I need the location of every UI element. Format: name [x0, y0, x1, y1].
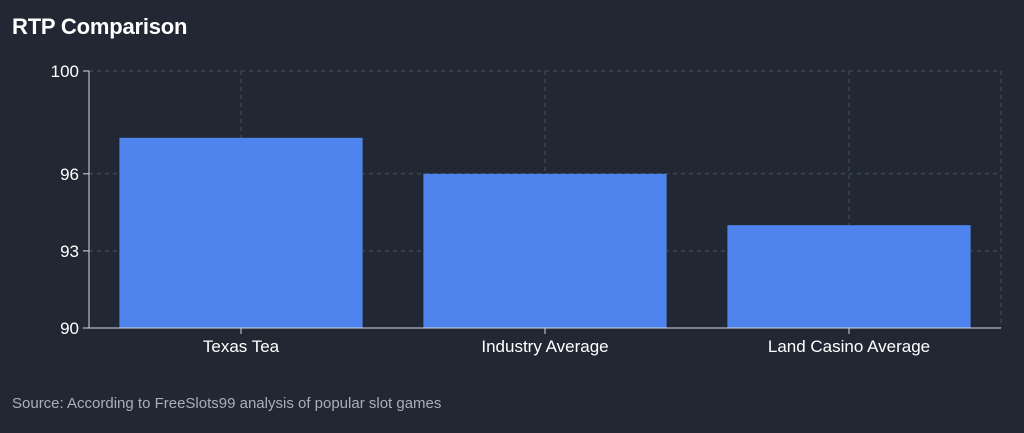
x-tick-label: Industry Average	[481, 337, 608, 356]
y-tick-label: 100	[51, 62, 79, 81]
bar-2	[423, 173, 667, 328]
chart-title: RTP Comparison	[12, 14, 188, 39]
source-note: Source: According to FreeSlots99 analysi…	[12, 395, 442, 412]
bar-1	[119, 137, 363, 328]
bar-3	[727, 225, 971, 328]
x-tick-label: Texas Tea	[203, 337, 280, 356]
y-tick-label: 96	[60, 165, 79, 184]
x-tick-label: Land Casino Average	[768, 337, 930, 356]
y-tick-label: 93	[60, 242, 79, 261]
y-tick-label: 90	[60, 319, 79, 338]
